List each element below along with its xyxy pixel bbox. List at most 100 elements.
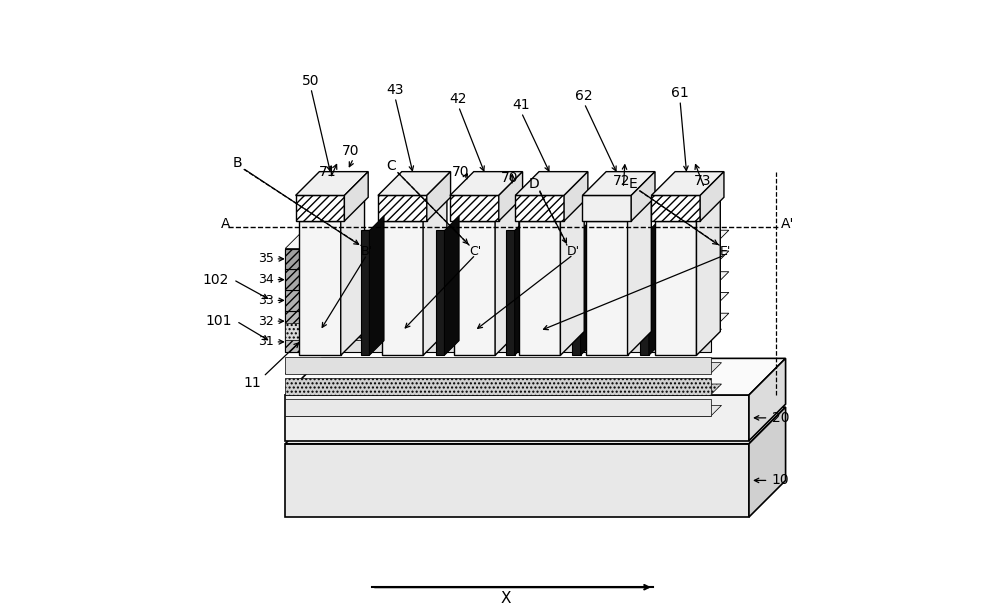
Text: 32: 32 — [258, 314, 274, 327]
Polygon shape — [581, 216, 595, 356]
Polygon shape — [378, 196, 427, 221]
Polygon shape — [299, 197, 365, 221]
Polygon shape — [515, 216, 529, 356]
Polygon shape — [515, 172, 588, 196]
Polygon shape — [651, 172, 724, 196]
Polygon shape — [572, 230, 581, 356]
Polygon shape — [655, 221, 696, 356]
Polygon shape — [285, 363, 722, 374]
Text: 31: 31 — [258, 335, 274, 348]
Text: 33: 33 — [258, 294, 274, 307]
Polygon shape — [519, 221, 560, 356]
Polygon shape — [285, 444, 749, 517]
Text: A: A — [221, 217, 230, 231]
Polygon shape — [640, 230, 649, 356]
Polygon shape — [285, 359, 786, 395]
Polygon shape — [296, 172, 368, 196]
Polygon shape — [285, 357, 711, 374]
Polygon shape — [285, 405, 722, 416]
Polygon shape — [749, 407, 786, 517]
Polygon shape — [444, 216, 459, 356]
Polygon shape — [285, 290, 711, 311]
Polygon shape — [285, 251, 729, 269]
Polygon shape — [361, 230, 369, 356]
Polygon shape — [285, 248, 304, 269]
Polygon shape — [495, 197, 519, 356]
Text: 11: 11 — [243, 376, 261, 390]
Polygon shape — [285, 329, 722, 340]
Text: 10: 10 — [772, 473, 789, 487]
Polygon shape — [649, 216, 664, 356]
Text: 70: 70 — [342, 144, 359, 158]
Text: A': A' — [781, 217, 794, 231]
Text: 61: 61 — [671, 86, 689, 100]
Text: E': E' — [720, 245, 731, 258]
Text: 70: 70 — [452, 166, 470, 179]
Polygon shape — [382, 197, 447, 221]
Polygon shape — [655, 197, 720, 221]
Polygon shape — [499, 172, 523, 221]
Polygon shape — [285, 332, 711, 352]
Polygon shape — [285, 290, 313, 311]
Polygon shape — [285, 230, 729, 248]
Polygon shape — [285, 332, 323, 352]
Polygon shape — [436, 230, 444, 356]
Polygon shape — [631, 172, 655, 221]
Polygon shape — [285, 292, 729, 311]
Text: E: E — [629, 177, 637, 191]
Text: 41: 41 — [513, 98, 530, 112]
Text: 72: 72 — [613, 175, 631, 188]
Polygon shape — [427, 172, 451, 221]
Polygon shape — [423, 197, 447, 356]
Polygon shape — [285, 311, 711, 332]
Polygon shape — [285, 272, 729, 290]
Polygon shape — [285, 311, 318, 332]
Polygon shape — [450, 196, 499, 221]
Polygon shape — [582, 196, 631, 221]
Polygon shape — [651, 196, 700, 221]
Polygon shape — [696, 197, 720, 356]
Polygon shape — [560, 197, 584, 356]
Text: B': B' — [361, 245, 373, 258]
Text: B: B — [233, 156, 242, 170]
Text: 42: 42 — [450, 92, 467, 106]
Polygon shape — [506, 230, 515, 356]
Text: D': D' — [567, 245, 580, 258]
Polygon shape — [515, 196, 564, 221]
Polygon shape — [285, 378, 711, 395]
Polygon shape — [450, 172, 523, 196]
Polygon shape — [341, 197, 365, 356]
Polygon shape — [586, 197, 651, 221]
Polygon shape — [285, 395, 749, 441]
Polygon shape — [628, 197, 651, 356]
Text: 62: 62 — [575, 89, 593, 103]
Text: 35: 35 — [258, 253, 274, 265]
Text: 71: 71 — [319, 166, 337, 179]
Polygon shape — [454, 221, 495, 356]
Polygon shape — [285, 323, 711, 340]
Text: 43: 43 — [386, 83, 404, 97]
Text: 101: 101 — [205, 314, 232, 328]
Polygon shape — [285, 269, 308, 290]
Text: 20: 20 — [772, 411, 789, 425]
Polygon shape — [700, 172, 724, 221]
Polygon shape — [285, 313, 729, 332]
Polygon shape — [564, 172, 588, 221]
Polygon shape — [378, 172, 451, 196]
Polygon shape — [299, 221, 341, 356]
Polygon shape — [749, 359, 786, 441]
Text: 73: 73 — [694, 175, 711, 188]
Polygon shape — [519, 197, 584, 221]
Polygon shape — [285, 399, 711, 416]
Polygon shape — [382, 221, 423, 356]
Polygon shape — [285, 248, 711, 269]
Polygon shape — [586, 221, 628, 356]
Polygon shape — [285, 407, 786, 444]
Polygon shape — [582, 172, 655, 196]
Text: 70: 70 — [500, 172, 518, 185]
Polygon shape — [296, 196, 344, 221]
Polygon shape — [369, 216, 384, 356]
Text: 34: 34 — [258, 273, 274, 286]
Text: X: X — [501, 591, 511, 606]
Text: 50: 50 — [302, 74, 320, 88]
